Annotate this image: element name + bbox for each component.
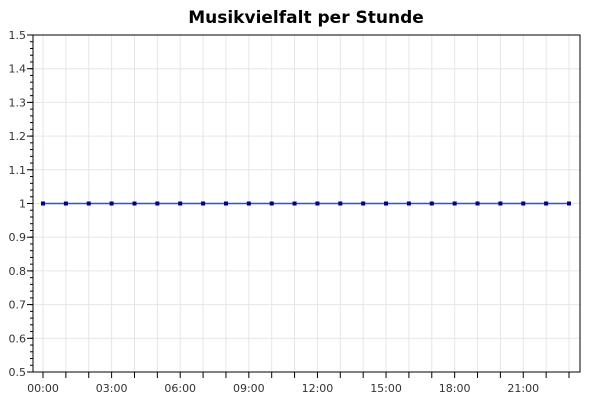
y-tick-label: 1.3 (9, 96, 27, 109)
y-tick-label: 1 (19, 198, 26, 211)
x-tick-label: 12:00 (302, 382, 334, 395)
data-point (41, 201, 45, 206)
data-point (384, 201, 389, 206)
data-point (406, 201, 411, 206)
x-tick-label: 18:00 (439, 382, 471, 395)
data-point (452, 201, 457, 206)
y-tick-label: 1.2 (9, 130, 27, 143)
data-point (475, 201, 480, 206)
y-tick-label: 0.7 (9, 299, 27, 312)
y-tick-label: 1.1 (9, 164, 27, 177)
x-tick-label: 03:00 (96, 382, 128, 395)
data-point (429, 201, 434, 206)
plot-area-border (32, 34, 581, 373)
x-tick-label: 21:00 (507, 382, 539, 395)
x-tick-label: 15:00 (370, 382, 402, 395)
data-point (223, 201, 228, 206)
y-tick-label: 0.6 (9, 332, 27, 345)
data-point (178, 201, 183, 206)
data-point (361, 201, 366, 206)
data-point (155, 201, 160, 206)
data-point (567, 201, 571, 206)
y-tick-label: 1.4 (9, 63, 27, 76)
data-point (269, 201, 274, 206)
series-layer (41, 201, 571, 206)
data-point (315, 201, 320, 206)
data-point (201, 201, 206, 206)
data-point (521, 201, 526, 206)
data-point (109, 201, 114, 206)
y-tick-label: 0.5 (9, 366, 27, 379)
chart-title: Musikvielfalt per Stunde (188, 8, 424, 28)
x-tick-label: 09:00 (233, 382, 265, 395)
data-point (292, 201, 297, 206)
x-tick-label: 00:00 (27, 382, 59, 395)
data-point (338, 201, 343, 206)
x-tick-label: 06:00 (164, 382, 196, 395)
data-point (86, 201, 91, 206)
data-point (498, 201, 503, 206)
axes: 0.5 0.6 0.7 0.8 0.9 1 1.1 1.2 1.3 1.4 1.5 00:00 03:0… (9, 29, 581, 395)
data-point (63, 201, 68, 206)
data-point (544, 201, 549, 206)
y-tick-label: 0.8 (9, 265, 27, 278)
y-tick-label: 1.5 (9, 29, 27, 42)
data-point (132, 201, 137, 206)
data-point (246, 201, 251, 206)
y-tick-label: 0.9 (9, 231, 27, 244)
